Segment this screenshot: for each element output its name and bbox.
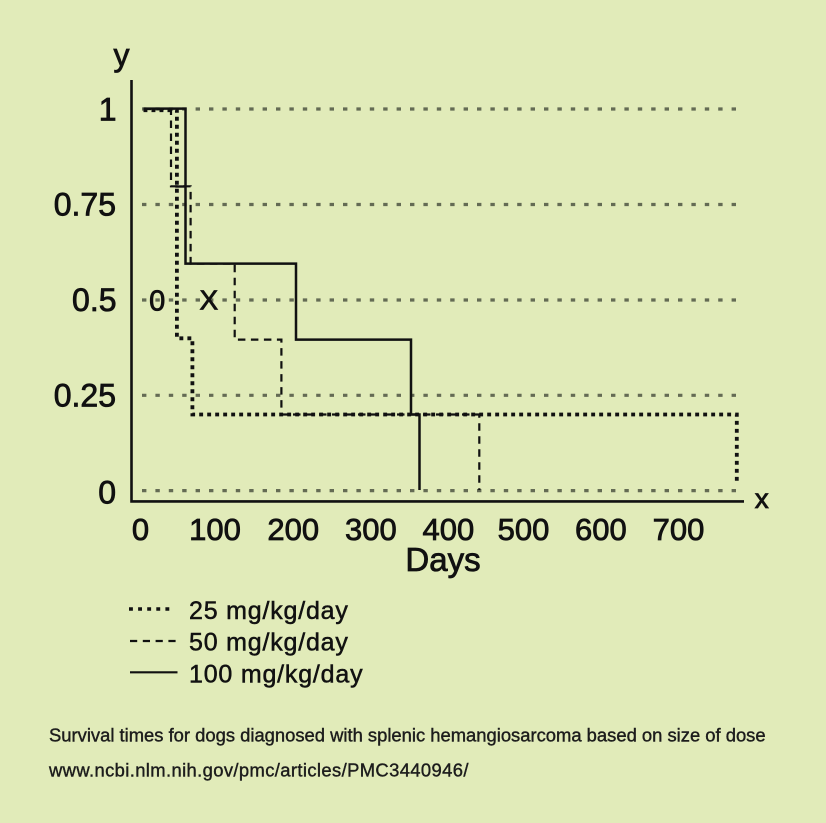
svg-text:700: 700 (653, 512, 705, 547)
svg-text:600: 600 (575, 512, 627, 547)
svg-text:0.5: 0.5 (72, 282, 116, 318)
svg-text:25 mg/kg/day: 25 mg/kg/day (189, 597, 349, 625)
svg-text:0: 0 (132, 512, 149, 547)
svg-text:0.75: 0.75 (54, 187, 116, 223)
svg-text:100: 100 (189, 512, 241, 547)
svg-text:50 mg/kg/day: 50 mg/kg/day (189, 629, 349, 657)
svg-text:x: x (755, 483, 769, 514)
svg-text:Days: Days (405, 541, 480, 578)
svg-text:500: 500 (498, 512, 550, 547)
svg-text:400: 400 (423, 512, 475, 547)
svg-text:100 mg/kg/day: 100 mg/kg/day (189, 660, 363, 688)
svg-text:y: y (114, 37, 130, 73)
svg-text:www.ncbi.nlm.nih.gov/pmc/artic: www.ncbi.nlm.nih.gov/pmc/articles/PMC344… (48, 760, 469, 781)
svg-text:0: 0 (98, 475, 116, 511)
svg-text:200: 200 (267, 512, 319, 547)
svg-text:1: 1 (99, 91, 117, 127)
svg-text:X: X (200, 284, 219, 315)
svg-text:0.25: 0.25 (54, 378, 116, 414)
svg-text:0: 0 (149, 286, 165, 318)
svg-text:Survival times for dogs diagno: Survival times for dogs diagnosed with s… (49, 725, 766, 746)
svg-text:300: 300 (345, 512, 397, 547)
